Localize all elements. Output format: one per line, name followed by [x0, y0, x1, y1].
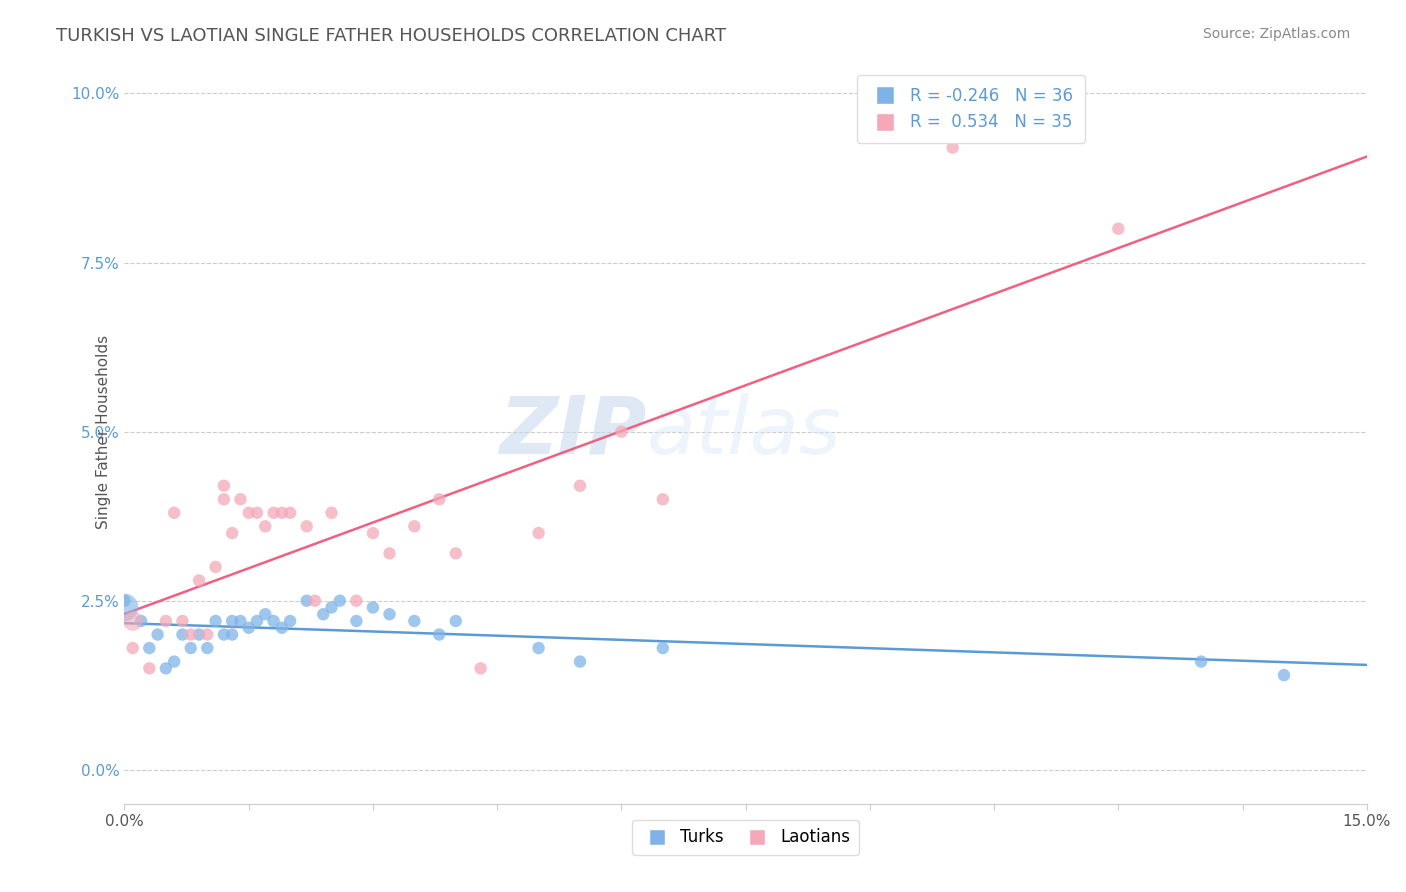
Point	[329, 593, 352, 607]
Point	[295, 519, 318, 533]
Point	[254, 519, 277, 533]
Point	[138, 641, 160, 656]
Point	[188, 627, 211, 641]
Point	[263, 506, 285, 520]
Point	[129, 614, 152, 628]
Point	[238, 506, 260, 520]
Text: Source: ZipAtlas.com: Source: ZipAtlas.com	[1202, 27, 1350, 41]
Point	[1107, 221, 1129, 235]
Y-axis label: Single Father Households: Single Father Households	[96, 334, 111, 529]
Point	[404, 614, 426, 628]
Point	[204, 614, 226, 628]
Point	[304, 593, 326, 607]
Point	[180, 627, 202, 641]
Point	[246, 614, 269, 628]
Point	[121, 641, 143, 656]
Point	[404, 519, 426, 533]
Point	[204, 560, 226, 574]
Point	[378, 546, 401, 560]
Point	[361, 600, 384, 615]
Point	[470, 661, 492, 675]
Point	[229, 614, 252, 628]
Text: ZIP: ZIP	[499, 392, 647, 471]
Point	[942, 140, 965, 154]
Point	[221, 614, 243, 628]
Point	[146, 627, 169, 641]
Point	[212, 492, 235, 507]
Point	[221, 526, 243, 541]
Point	[278, 506, 301, 520]
Point	[1272, 668, 1295, 682]
Point	[270, 621, 292, 635]
Text: atlas: atlas	[647, 392, 841, 471]
Point	[361, 526, 384, 541]
Point	[321, 506, 343, 520]
Point	[278, 614, 301, 628]
Point	[212, 627, 235, 641]
Point	[246, 506, 269, 520]
Point	[180, 641, 202, 656]
Point	[295, 593, 318, 607]
Point	[121, 614, 143, 628]
Point	[238, 621, 260, 635]
Legend: Turks, Laotians: Turks, Laotians	[633, 820, 859, 855]
Point	[114, 600, 136, 615]
Point	[527, 526, 550, 541]
Point	[172, 627, 194, 641]
Point	[172, 614, 194, 628]
Point	[427, 492, 450, 507]
Point	[527, 641, 550, 656]
Point	[270, 506, 292, 520]
Point	[651, 492, 673, 507]
Point	[610, 425, 633, 439]
Point	[312, 607, 335, 622]
Point	[344, 614, 367, 628]
Point	[195, 641, 218, 656]
Point	[263, 614, 285, 628]
Point	[427, 627, 450, 641]
Point	[444, 546, 467, 560]
Point	[569, 479, 592, 493]
Point	[155, 661, 177, 675]
Point	[114, 593, 136, 607]
Point	[569, 655, 592, 669]
Text: TURKISH VS LAOTIAN SINGLE FATHER HOUSEHOLDS CORRELATION CHART: TURKISH VS LAOTIAN SINGLE FATHER HOUSEHO…	[56, 27, 727, 45]
Point	[212, 479, 235, 493]
Point	[163, 506, 186, 520]
Point	[155, 614, 177, 628]
Point	[1189, 655, 1212, 669]
Point	[229, 492, 252, 507]
Point	[221, 627, 243, 641]
Point	[344, 593, 367, 607]
Point	[321, 600, 343, 615]
Point	[254, 607, 277, 622]
Point	[163, 655, 186, 669]
Point	[378, 607, 401, 622]
Point	[188, 574, 211, 588]
Point	[195, 627, 218, 641]
Point	[444, 614, 467, 628]
Point	[138, 661, 160, 675]
Point	[651, 641, 673, 656]
